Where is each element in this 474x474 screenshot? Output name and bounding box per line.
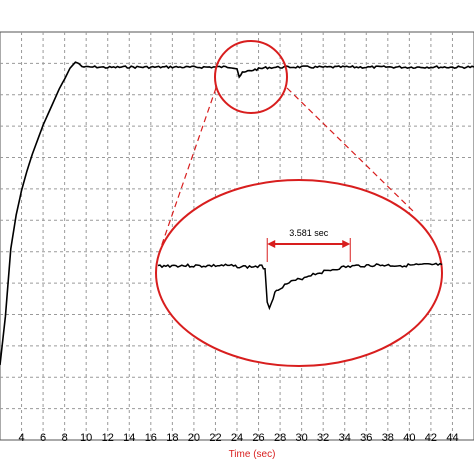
zoom-callout: 3.581 sec <box>155 40 443 367</box>
x-tick-label: 34 <box>339 432 351 444</box>
x-tick-label: 44 <box>446 432 458 444</box>
x-tick-label: 24 <box>231 432 243 444</box>
x-tick-label: 14 <box>123 432 135 444</box>
x-tick-label: 18 <box>166 432 178 444</box>
highlight-circle <box>214 40 288 114</box>
series-line <box>0 61 474 366</box>
connector-line-left <box>159 87 217 251</box>
x-tick-labels: 4 6 8 10 12 14 16 18 20 22 24 26 28 30 32 34 36 38 40 42 44 <box>18 432 458 444</box>
x-tick-label: 10 <box>80 432 92 444</box>
x-tick-label: 26 <box>252 432 264 444</box>
x-axis-title: Time (sec) <box>229 449 276 460</box>
zoom-series-line <box>157 262 443 311</box>
x-tick-label: 40 <box>403 432 415 444</box>
interval-arrowhead-right <box>342 240 351 248</box>
x-tick-label: 42 <box>425 432 437 444</box>
x-tick-label: 20 <box>188 432 200 444</box>
x-tick-label: 38 <box>382 432 394 444</box>
x-tick-label: 12 <box>102 432 114 444</box>
x-tick-label: 22 <box>209 432 221 444</box>
zoom-ellipse <box>155 179 443 367</box>
interval-arrowhead-left <box>267 240 276 248</box>
x-tick-label: 6 <box>40 432 46 444</box>
series-layer <box>0 61 474 366</box>
x-tick-label: 32 <box>317 432 329 444</box>
x-tick-label: 28 <box>274 432 286 444</box>
x-tick-label: 4 <box>18 432 24 444</box>
interval-annotation: 3.581 sec <box>289 228 329 238</box>
x-tick-label: 16 <box>145 432 157 444</box>
x-tick-label: 8 <box>62 432 68 444</box>
x-tick-label: 30 <box>296 432 308 444</box>
x-tick-label: 36 <box>360 432 372 444</box>
